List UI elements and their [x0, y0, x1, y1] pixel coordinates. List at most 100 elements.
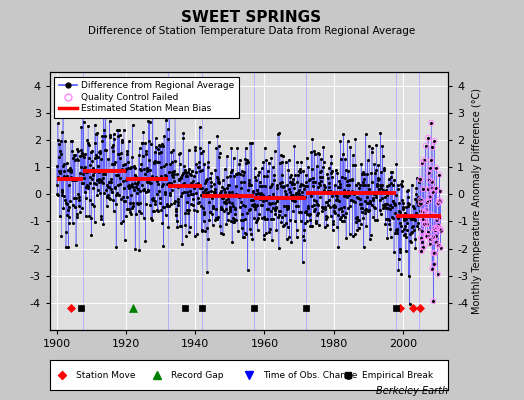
Point: [399, 215, 408, 221]
Point: [432, 165, 440, 171]
Point: [203, 176, 212, 182]
Point: [359, 215, 367, 221]
Point: [372, 142, 380, 148]
Point: [157, 148, 166, 155]
Point: [335, 198, 343, 204]
Point: [283, 206, 291, 213]
Point: [409, 216, 418, 222]
Point: [215, 150, 224, 156]
Point: [147, 141, 155, 147]
Point: [104, 192, 112, 198]
Point: [286, 179, 294, 186]
Point: [178, 172, 186, 178]
Point: [289, 207, 298, 214]
Point: [256, 182, 264, 189]
Point: [167, 187, 176, 193]
Point: [318, 208, 326, 214]
Point: [54, 136, 62, 143]
Point: [318, 174, 326, 180]
Point: [378, 153, 387, 160]
Point: [424, 135, 432, 141]
Point: [252, 177, 260, 183]
Point: [120, 184, 128, 191]
Point: [87, 232, 95, 238]
Point: [309, 179, 317, 186]
Point: [69, 202, 77, 209]
Point: [387, 169, 396, 176]
Point: [433, 217, 441, 223]
Point: [406, 238, 414, 244]
Point: [152, 159, 161, 165]
Point: [436, 228, 445, 234]
Point: [196, 168, 204, 174]
Point: [139, 129, 147, 135]
Point: [230, 216, 238, 222]
Point: [216, 223, 224, 230]
Point: [99, 171, 107, 178]
Point: [210, 189, 219, 196]
Point: [165, 168, 173, 175]
Point: [54, 174, 63, 180]
Point: [417, 234, 425, 241]
Point: [399, 200, 408, 207]
Point: [400, 226, 408, 232]
Point: [366, 232, 375, 238]
Point: [77, 124, 85, 130]
Point: [294, 189, 302, 195]
Point: [74, 148, 82, 154]
Point: [56, 168, 64, 175]
Point: [381, 201, 389, 207]
Point: [317, 156, 325, 162]
Point: [100, 109, 108, 115]
Point: [407, 216, 416, 222]
Point: [170, 178, 178, 184]
Point: [70, 175, 79, 181]
Point: [282, 219, 290, 226]
Point: [408, 222, 417, 229]
Point: [84, 123, 92, 129]
Point: [209, 205, 217, 212]
Point: [380, 194, 389, 200]
Point: [167, 201, 175, 207]
Point: [185, 224, 194, 230]
Point: [349, 198, 357, 204]
Point: [214, 179, 222, 186]
Text: Difference of Station Temperature Data from Regional Average: Difference of Station Temperature Data f…: [88, 26, 415, 36]
Point: [394, 182, 402, 188]
Point: [76, 209, 84, 216]
Point: [252, 219, 260, 226]
Point: [158, 204, 167, 210]
Point: [162, 181, 171, 188]
Point: [432, 239, 441, 246]
Point: [377, 185, 386, 191]
Point: [347, 197, 356, 203]
Point: [206, 209, 214, 216]
Point: [182, 233, 190, 240]
Point: [91, 140, 99, 146]
Point: [348, 177, 356, 183]
Point: [425, 176, 433, 183]
Point: [382, 187, 390, 193]
Point: [215, 142, 223, 149]
Point: [191, 146, 199, 153]
Point: [62, 160, 71, 166]
Point: [113, 172, 121, 178]
Point: [110, 136, 118, 142]
Point: [387, 180, 396, 186]
Point: [154, 181, 162, 187]
Point: [236, 199, 245, 205]
Point: [292, 191, 300, 197]
Point: [116, 195, 125, 202]
Point: [75, 202, 83, 209]
Point: [418, 239, 427, 245]
Point: [135, 145, 144, 152]
Point: [411, 196, 419, 202]
Point: [306, 211, 314, 217]
Point: [426, 165, 434, 171]
Point: [431, 185, 440, 192]
Point: [408, 229, 417, 236]
Point: [345, 176, 353, 183]
Point: [328, 193, 336, 199]
Point: [228, 238, 236, 245]
Point: [91, 155, 100, 161]
